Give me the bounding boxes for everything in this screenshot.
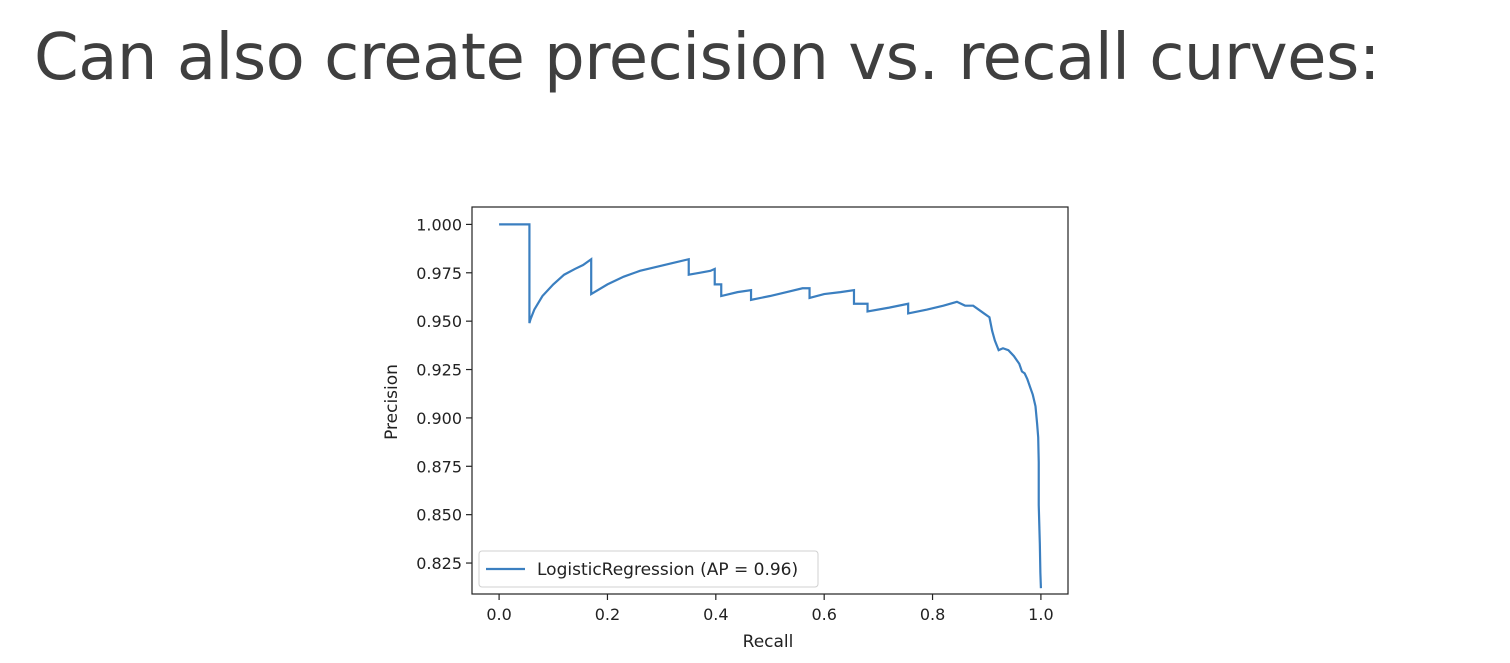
series-line-logisticregression [499,223,1043,589]
x-axis-ticks: 0.0 0.2 0.4 0.6 0.8 1.0 [486,594,1054,624]
y-tick-label: 0.875 [416,457,462,476]
y-axis-label: Precision [382,364,402,440]
x-tick-label: 0.2 [595,605,620,624]
y-axis-ticks: 0.825 0.850 0.875 0.900 0.925 0.950 0.975 1.000 [416,215,472,573]
x-tick-label: 1.0 [1028,605,1053,624]
legend: LogisticRegression (AP = 0.96) [478,550,819,588]
x-tick-label: 0.0 [486,605,511,624]
axes-frame [471,206,1069,595]
slide-title: Can also create precision vs. recall cur… [34,21,1380,95]
y-tick-label: 0.950 [416,312,462,331]
y-tick-label: 0.975 [416,264,462,283]
x-tick-label: 0.4 [703,605,728,624]
y-tick-label: 0.925 [416,361,462,380]
y-tick-label: 0.825 [416,554,462,573]
legend-label: LogisticRegression (AP = 0.96) [537,560,798,580]
y-tick-label: 1.000 [416,215,462,234]
legend-box [478,550,819,588]
x-tick-label: 0.6 [811,605,836,624]
y-tick-label: 0.900 [416,409,462,428]
y-tick-label: 0.850 [416,506,462,525]
plot-area: 0.0 0.2 0.4 0.6 0.8 1.0 0.8250.8500.8750.9000… [416,206,1069,624]
x-tick-label: 0.8 [920,605,945,624]
x-axis-label: Recall [743,632,794,652]
